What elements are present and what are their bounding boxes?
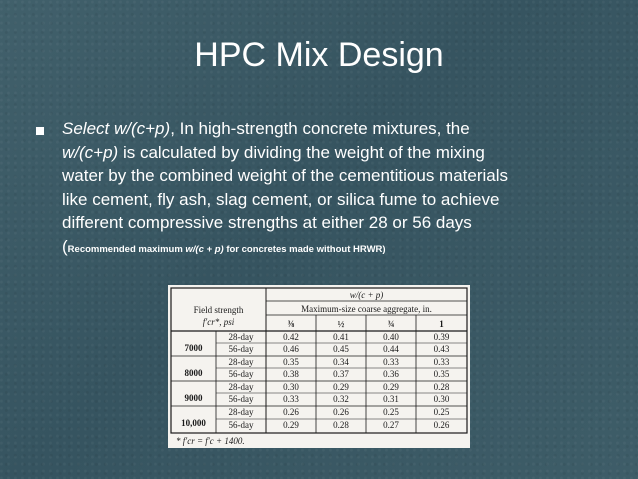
value-cell: 0.39 xyxy=(433,332,450,342)
strength-10000: 10,000 xyxy=(181,418,206,428)
value-cell: 0.27 xyxy=(383,420,399,430)
value-cell: 0.29 xyxy=(383,382,399,392)
age-cell: 28-day xyxy=(228,382,254,392)
size-col-1: ½ xyxy=(337,319,345,329)
value-cell: 0.35 xyxy=(433,369,450,379)
size-col-0: ⅜ xyxy=(287,319,295,329)
value-cell: 0.44 xyxy=(383,344,399,354)
strength-8000: 8000 xyxy=(184,368,203,378)
value-cell: 0.28 xyxy=(333,420,349,430)
value-cell: 0.33 xyxy=(433,357,450,367)
value-cell: 0.25 xyxy=(433,407,450,417)
bullet-line-3: water by the combined weight of the ceme… xyxy=(62,166,509,185)
bullet-line-5: different compressive strengths at eithe… xyxy=(62,213,472,232)
value-cell: 0.38 xyxy=(283,369,299,379)
bullet-note: (Recommended maximum w/(c + p) for concr… xyxy=(62,235,607,262)
bullet-square-icon xyxy=(36,127,44,135)
value-cell: 0.31 xyxy=(383,394,399,404)
value-cell: 0.37 xyxy=(333,369,349,379)
intro-italic: Select w/(c+p) xyxy=(62,119,171,138)
value-cell: 0.43 xyxy=(433,344,450,354)
note-b: w/(c + p) xyxy=(185,243,224,255)
value-cell: 0.41 xyxy=(333,332,349,342)
value-cell: 0.26 xyxy=(333,407,349,417)
value-cell: 0.34 xyxy=(333,357,349,367)
age-cell: 56-day xyxy=(228,420,254,430)
value-cell: 0.28 xyxy=(433,382,450,392)
value-cell: 0.33 xyxy=(283,394,299,404)
bullet-line-4: like cement, fly ash, slag cement, or si… xyxy=(62,189,500,209)
table-sub-header: Maximum-size coarse aggregate, in. xyxy=(301,304,432,314)
value-cell: 0.42 xyxy=(283,332,299,342)
note-c: for concretes made without HRWR) xyxy=(223,243,386,255)
size-col-3: 1 xyxy=(439,319,444,329)
value-cell: 0.30 xyxy=(283,382,299,392)
value-cell: 0.25 xyxy=(383,407,399,417)
value-cell: 0.33 xyxy=(383,357,399,367)
age-cell: 28-day xyxy=(228,332,254,342)
strength-9000: 9000 xyxy=(184,393,203,403)
intro-rest: , In high-strength concrete mixtures, th… xyxy=(170,119,470,138)
age-cell: 56-day xyxy=(228,369,254,379)
field-strength-label: Field strength xyxy=(193,305,244,315)
value-cell: 0.26 xyxy=(283,407,299,417)
table-grid-lines xyxy=(170,287,468,434)
bullet-line-2: w/(c+p) is calculated by dividing the we… xyxy=(62,141,607,165)
value-cell: 0.32 xyxy=(333,394,349,404)
line2-italic: w/(c+p) xyxy=(62,142,119,162)
note-a: Recommended maximum xyxy=(67,243,186,255)
value-cell: 0.45 xyxy=(333,344,349,354)
table-footnote: * f′cr = f′c + 1400. xyxy=(176,436,245,446)
age-cell: 28-day xyxy=(228,407,254,417)
fcr-psi-label: f′cr*, psi xyxy=(202,317,235,327)
value-cell: 0.30 xyxy=(433,394,450,404)
value-cell: 0.36 xyxy=(383,369,399,379)
strength-7000: 7000 xyxy=(184,343,203,353)
value-cell: 0.35 xyxy=(283,357,299,367)
bullet-line-1: Select w/(c+p), In high-strength concret… xyxy=(62,117,607,141)
value-cell: 0.29 xyxy=(283,420,299,430)
value-cell: 0.40 xyxy=(383,332,399,342)
bullet-paragraph: Select w/(c+p), In high-strength concret… xyxy=(62,117,607,261)
line2-rest: is calculated by dividing the weight of … xyxy=(118,142,485,162)
value-cell: 0.46 xyxy=(283,344,299,354)
age-cell: 56-day xyxy=(228,394,254,404)
age-cell: 28-day xyxy=(228,357,254,367)
value-cell: 0.29 xyxy=(333,382,349,392)
table-top-header: w/(c + p) xyxy=(349,290,384,300)
age-cell: 56-day xyxy=(228,344,254,354)
size-col-2: ¾ xyxy=(387,319,395,329)
slide-title: HPC Mix Design xyxy=(194,36,444,74)
value-cell: 0.26 xyxy=(433,420,450,430)
note-open: ( xyxy=(62,236,68,256)
wcp-table-image: w/(c + p) Maximum-size coarse aggregate,… xyxy=(168,285,470,448)
